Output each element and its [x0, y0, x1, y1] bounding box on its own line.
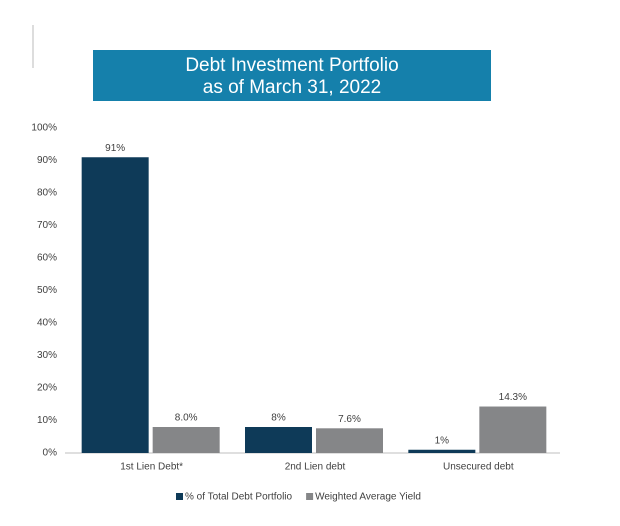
y-tick-label: 20% — [37, 383, 57, 394]
y-tick-label: 10% — [37, 415, 57, 426]
chart-title: Debt Investment Portfolio — [185, 55, 398, 76]
bar — [245, 427, 312, 453]
y-tick-label: 100% — [31, 123, 57, 134]
y-tick-label: 40% — [37, 318, 57, 329]
data-label: 8% — [271, 413, 286, 424]
y-tick-label: 70% — [37, 220, 57, 231]
chart-subtitle: as of March 31, 2022 — [203, 77, 382, 98]
y-tick-label: 50% — [37, 285, 57, 296]
bar — [316, 428, 383, 453]
title-box — [93, 50, 491, 101]
data-label: 7.6% — [338, 414, 361, 425]
bar — [479, 406, 547, 453]
legend-label: Weighted Average Yield — [315, 492, 421, 503]
data-label: 8.0% — [175, 413, 198, 424]
y-tick-label: 80% — [37, 188, 57, 199]
y-tick-label: 60% — [37, 253, 57, 264]
y-tick-label: 0% — [43, 448, 58, 459]
x-tick-label: 1st Lien Debt* — [120, 462, 183, 473]
legend-swatch — [176, 493, 183, 500]
x-tick-label: 2nd Lien debt — [285, 462, 346, 473]
x-tick-label: Unsecured debt — [443, 462, 514, 473]
bar — [152, 427, 220, 453]
bar — [408, 449, 476, 453]
y-tick-label: 90% — [37, 155, 57, 166]
data-label: 91% — [105, 143, 125, 154]
y-tick-label: 30% — [37, 350, 57, 361]
legend-swatch — [306, 493, 314, 500]
data-label: 1% — [435, 435, 450, 446]
bar — [81, 157, 149, 453]
legend-label: % of Total Debt Portfolio — [185, 492, 293, 503]
data-label: 14.3% — [499, 392, 527, 403]
